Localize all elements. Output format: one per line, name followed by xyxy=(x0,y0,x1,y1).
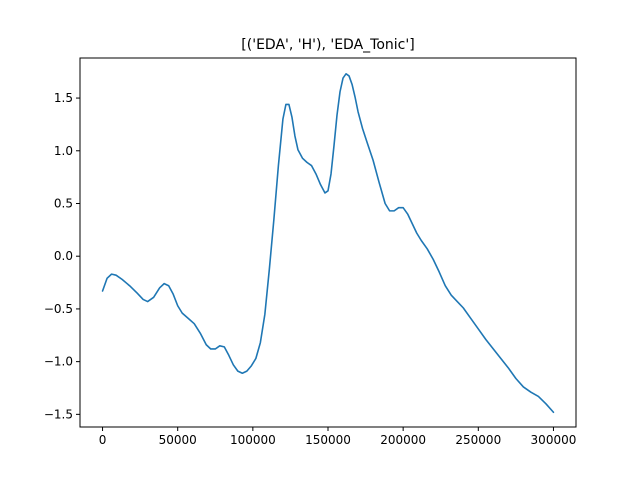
x-tick-label: 100000 xyxy=(230,433,276,447)
x-tick-label: 250000 xyxy=(455,433,501,447)
y-tick-label: 0.5 xyxy=(54,196,73,210)
plot-area xyxy=(101,73,555,414)
x-tick-label: 150000 xyxy=(305,433,351,447)
series-line-0 xyxy=(101,73,555,414)
x-tick-label: 50000 xyxy=(159,433,197,447)
y-tick-label: −1.0 xyxy=(44,355,73,369)
y-axis: −1.5 −1.0 −0.5 0.0 0.5 1.0 1.5 xyxy=(44,91,80,421)
x-tick-label: 200000 xyxy=(380,433,426,447)
y-tick-label: 0.0 xyxy=(54,249,73,263)
y-tick-label: 1.0 xyxy=(54,144,73,158)
x-tick-label: 0 xyxy=(99,433,107,447)
y-tick-label: −1.5 xyxy=(44,407,73,421)
axes-frame xyxy=(79,57,577,428)
y-tick-label: −0.5 xyxy=(44,302,73,316)
chart-title: [('EDA', 'H'), 'EDA_Tonic'] xyxy=(241,37,414,53)
x-axis: 0 50000 100000 150000 200000 250000 300000 xyxy=(99,427,577,447)
x-tick-label: 300000 xyxy=(531,433,577,447)
y-tick-label: 1.5 xyxy=(54,91,73,105)
